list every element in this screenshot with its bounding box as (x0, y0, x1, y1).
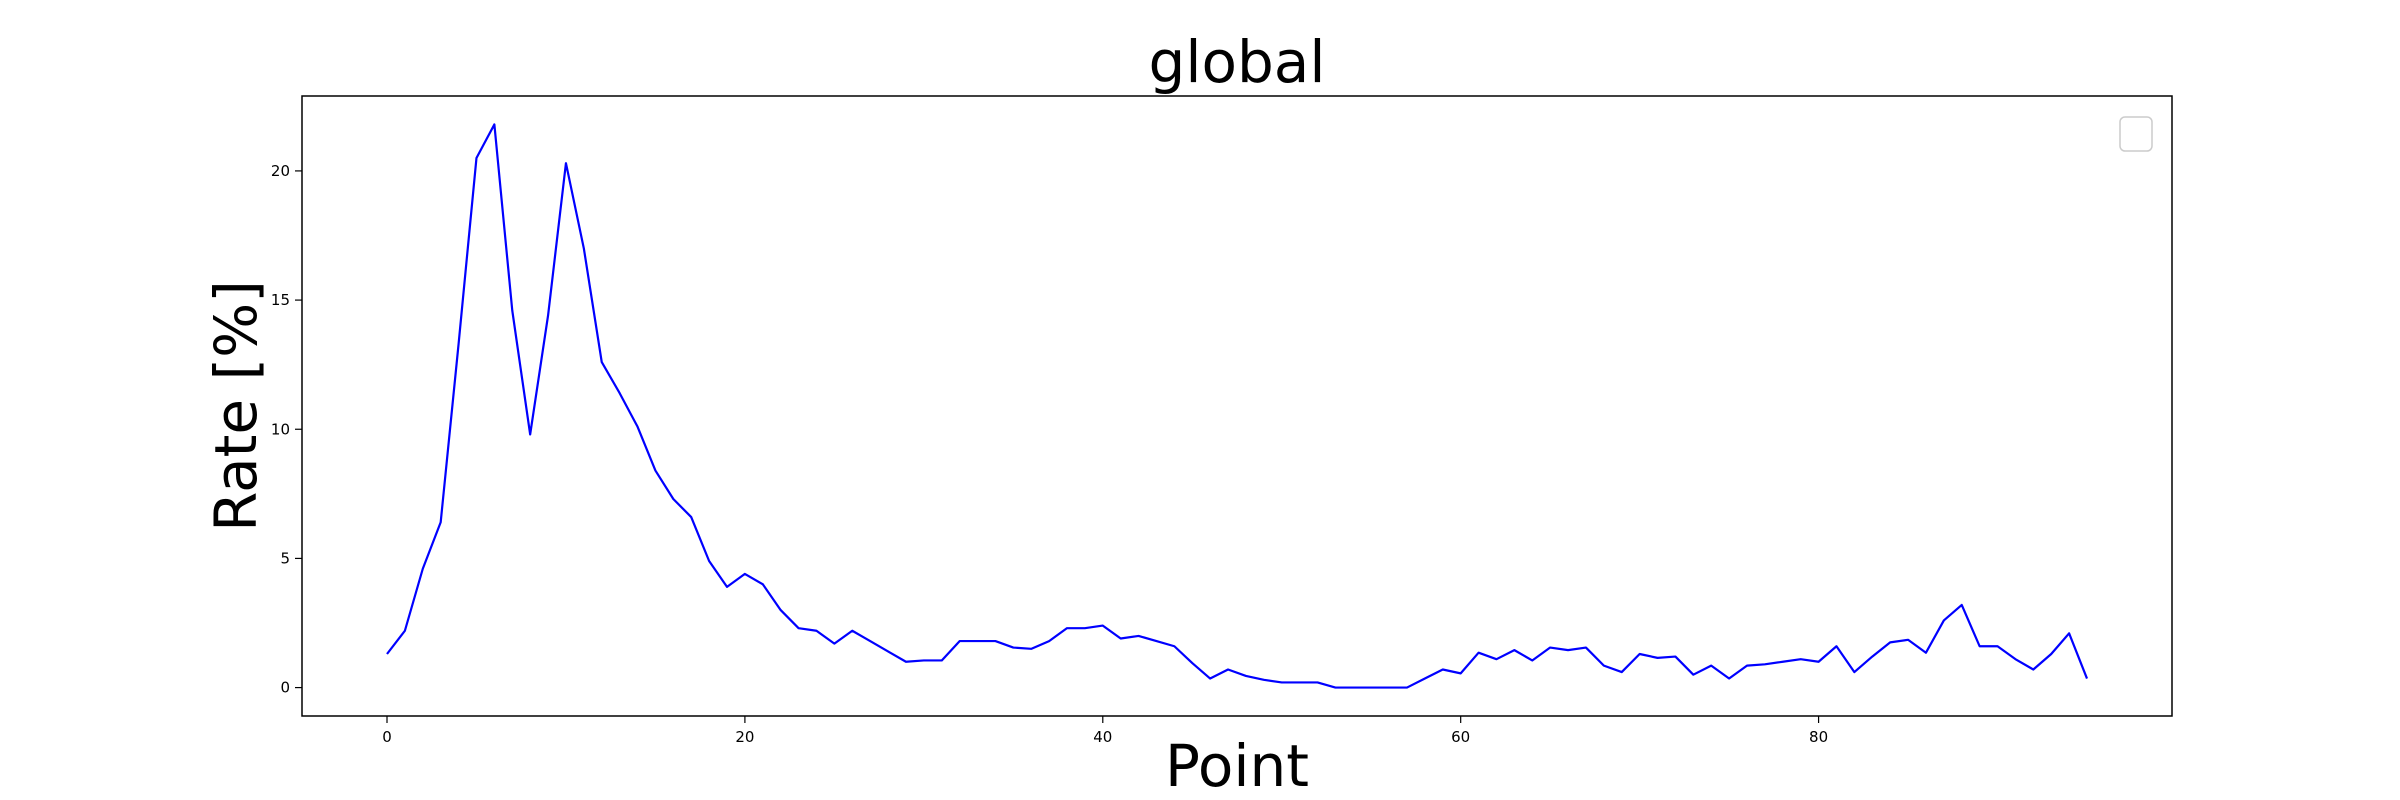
x-axis-ticks: 0 20 40 60 80 (382, 716, 1828, 746)
y-axis-label: Rate [%] (202, 280, 270, 532)
x-tick-label: 60 (1451, 728, 1470, 746)
y-axis-ticks: 0 5 10 15 20 (271, 162, 302, 697)
plot-area (301, 95, 2173, 717)
y-tick-label: 5 (280, 549, 290, 567)
y-tick-label: 10 (271, 420, 290, 438)
x-axis-label: Point (1165, 732, 1309, 800)
chart-title: global (1149, 28, 1326, 96)
x-tick-label: 40 (1093, 728, 1112, 746)
legend (2119, 116, 2153, 152)
series-line (386, 123, 2089, 689)
y-tick-label: 0 (280, 679, 290, 697)
x-tick-label: 80 (1809, 728, 1828, 746)
plot-frame (301, 95, 2173, 717)
y-tick-label: 20 (271, 162, 290, 180)
x-tick-label: 0 (382, 728, 392, 746)
y-tick-label: 15 (271, 291, 290, 309)
x-tick-label: 20 (735, 728, 754, 746)
